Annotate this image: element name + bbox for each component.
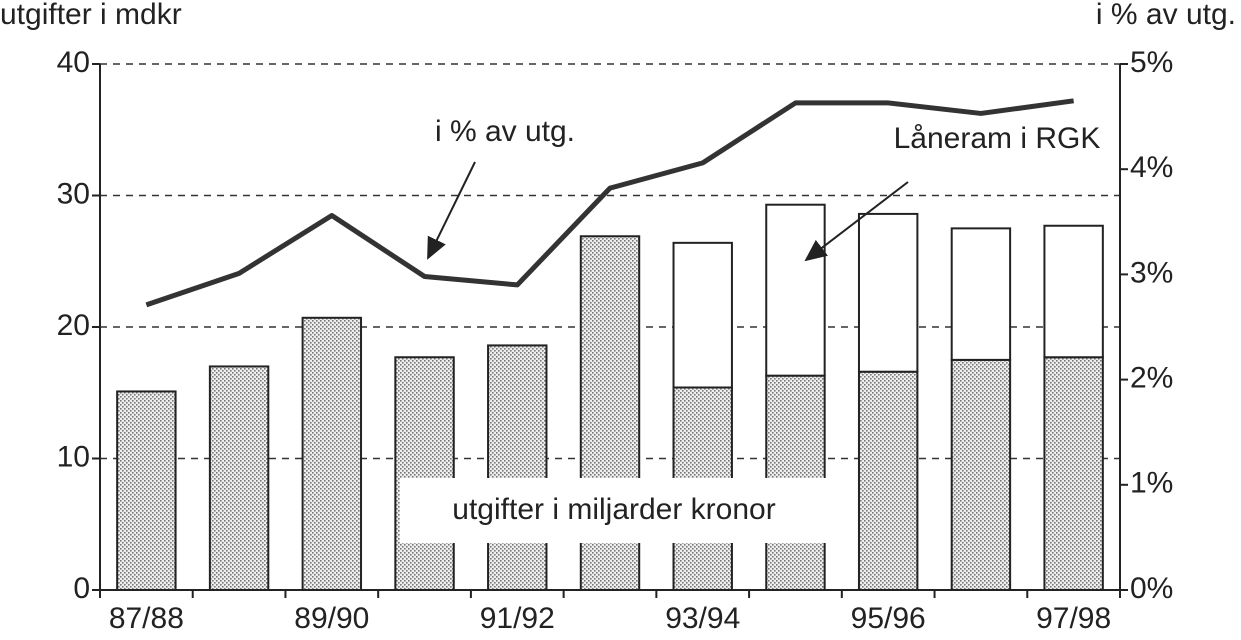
- label-box: [400, 478, 828, 543]
- bar: [1043, 356, 1104, 591]
- bar: [950, 358, 1012, 591]
- bar: [1043, 224, 1104, 359]
- y-axis-title: utgifter i mdkr: [0, 0, 182, 31]
- bar: [394, 356, 455, 591]
- y-tick-label: 40: [57, 46, 90, 79]
- y2-tick-label: 0%: [1130, 572, 1173, 605]
- legend-label: Låneram i RGK: [894, 122, 1101, 155]
- y-tick-label: 20: [57, 309, 90, 342]
- bar: [857, 370, 919, 591]
- y2-tick-label: 3%: [1130, 256, 1173, 289]
- y-tick-label: 0: [73, 572, 90, 605]
- y2-tick-label: 1%: [1130, 467, 1173, 500]
- bar: [857, 212, 919, 373]
- line: [145, 98, 1074, 308]
- x-tick-label: 87/88: [109, 602, 184, 635]
- y2-tick-label: 5%: [1130, 46, 1173, 79]
- bar: [208, 365, 270, 592]
- bar: [116, 390, 177, 591]
- x-tick-label: 95/96: [851, 602, 926, 635]
- x-tick-label: 89/90: [294, 602, 369, 635]
- bar: [672, 241, 733, 389]
- y2-axis-title: i % av utg.: [1096, 0, 1236, 31]
- plot-area: 0 10 20 30 40 0% 1% 2% 3% 4% 5% 87/88 89/90 91/92 93/9…: [57, 46, 1174, 635]
- bar: [950, 227, 1012, 361]
- legend-label: i % av utg.: [435, 115, 575, 148]
- bar: [301, 316, 363, 591]
- bar: [765, 203, 826, 377]
- y2-tick-label: 4%: [1130, 151, 1173, 184]
- x-tick-label: 97/98: [1036, 602, 1111, 635]
- x-tick-label: 93/94: [665, 602, 740, 635]
- y2-tick-label: 2%: [1130, 362, 1173, 395]
- x-tick-label: 91/92: [480, 602, 555, 635]
- legend-label: utgifter i miljarder kronor: [452, 493, 775, 526]
- annotation-arrow: [804, 181, 909, 262]
- bar: [487, 344, 548, 591]
- y-tick-label: 30: [57, 177, 90, 210]
- annotation-arrow: [427, 161, 476, 260]
- y-tick-label: 10: [57, 440, 90, 473]
